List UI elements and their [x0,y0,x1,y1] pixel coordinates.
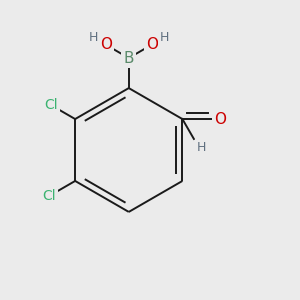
Text: O: O [146,37,158,52]
Text: Cl: Cl [42,189,56,203]
Text: O: O [100,37,112,52]
Text: H: H [159,31,169,44]
Text: B: B [124,50,134,65]
Text: O: O [214,112,226,127]
Text: H: H [197,141,206,154]
Text: Cl: Cl [44,98,57,112]
Text: H: H [89,31,98,44]
